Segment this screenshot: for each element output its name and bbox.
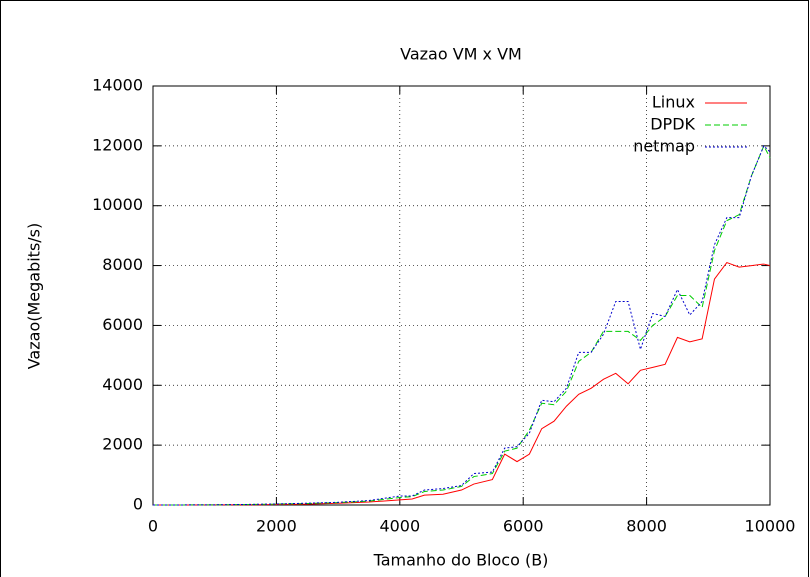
legend-label: DPDK — [650, 115, 695, 134]
x-axis-label: Tamanho do Bloco (B) — [373, 551, 549, 570]
y-tick-label: 4000 — [102, 375, 143, 394]
x-tick-label: 6000 — [503, 517, 544, 536]
legend-label: netmap — [633, 137, 695, 156]
y-tick-label: 0 — [133, 495, 143, 514]
x-tick-label: 2000 — [256, 517, 297, 536]
y-tick-label: 8000 — [102, 255, 143, 274]
plot-border — [152, 85, 771, 506]
series-line — [152, 144, 771, 506]
y-tick-label: 2000 — [102, 435, 143, 454]
y-tick-label: 10000 — [92, 195, 143, 214]
y-tick-label: 12000 — [92, 135, 143, 154]
x-tick-label: 0 — [148, 517, 158, 536]
y-axis-label: Vazao(Megabits/s) — [25, 223, 44, 370]
y-tick-label: 6000 — [102, 315, 143, 334]
series-line — [152, 261, 771, 506]
chart-title: Vazao VM x VM — [400, 45, 522, 64]
x-tick-label: 10000 — [745, 517, 796, 536]
x-tick-label: 8000 — [626, 517, 667, 536]
legend-label: Linux — [652, 93, 695, 112]
series-line — [152, 144, 771, 506]
x-tick-label: 4000 — [379, 517, 420, 536]
y-tick-label: 14000 — [92, 76, 143, 95]
